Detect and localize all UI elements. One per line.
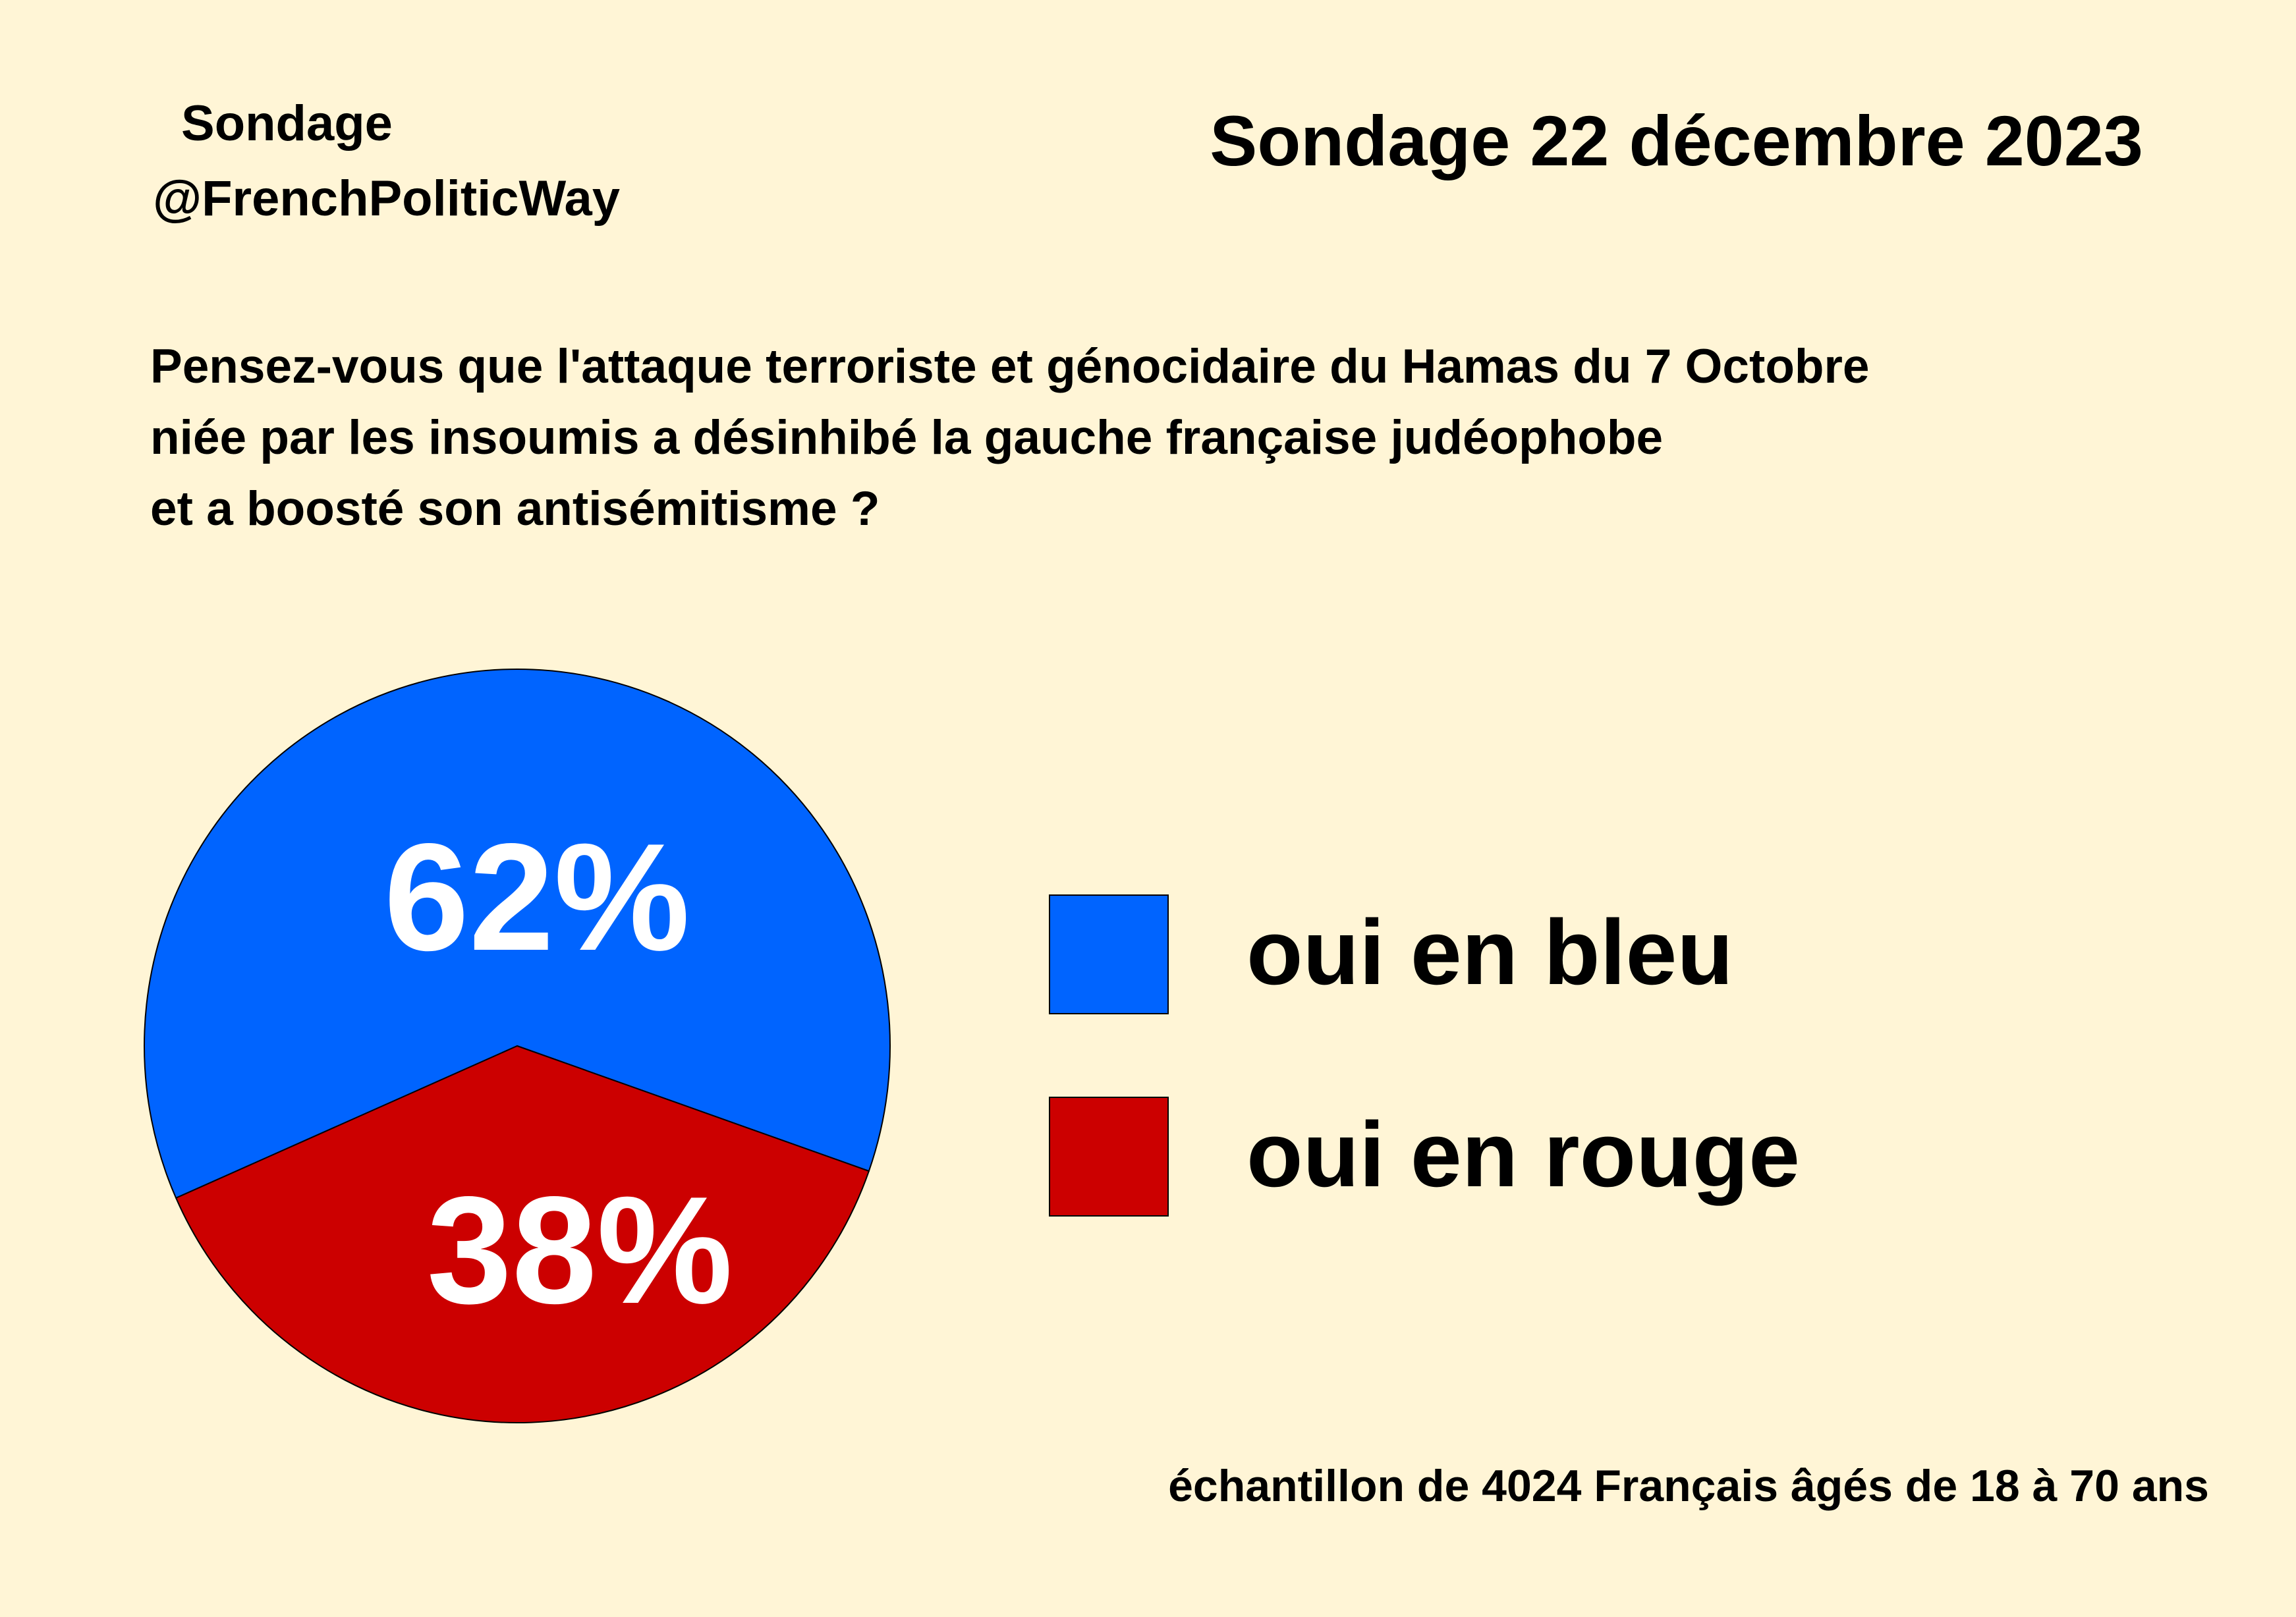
- legend-swatch-blue: [1049, 894, 1169, 1014]
- pie-slice-red: [175, 1045, 870, 1423]
- chart-title: Sondage 22 décembre 2023: [1210, 101, 2143, 180]
- pie-label-blue: 62%: [384, 812, 690, 983]
- brand-line-sondage: Sondage: [181, 96, 393, 151]
- pie-label-red: 38%: [427, 1165, 733, 1336]
- legend-label-red: oui en rouge: [1246, 1103, 1800, 1206]
- legend-swatch-red: [1049, 1097, 1169, 1217]
- question-line-3: et a boosté son antisémitisme ?: [150, 482, 880, 535]
- pie-slice-blue: [143, 669, 891, 1199]
- question-line-1: Pensez-vous que l'attaque terroriste et …: [150, 340, 1870, 393]
- brand-handle: @FrenchPoliticWay: [153, 171, 620, 227]
- legend-label-blue: oui en bleu: [1246, 900, 1733, 1004]
- question-line-2: niée par les insoumis a désinhibé la gau…: [150, 411, 1664, 464]
- sample-footnote: échantillon de 4024 Français âgés de 18 …: [1168, 1461, 2209, 1511]
